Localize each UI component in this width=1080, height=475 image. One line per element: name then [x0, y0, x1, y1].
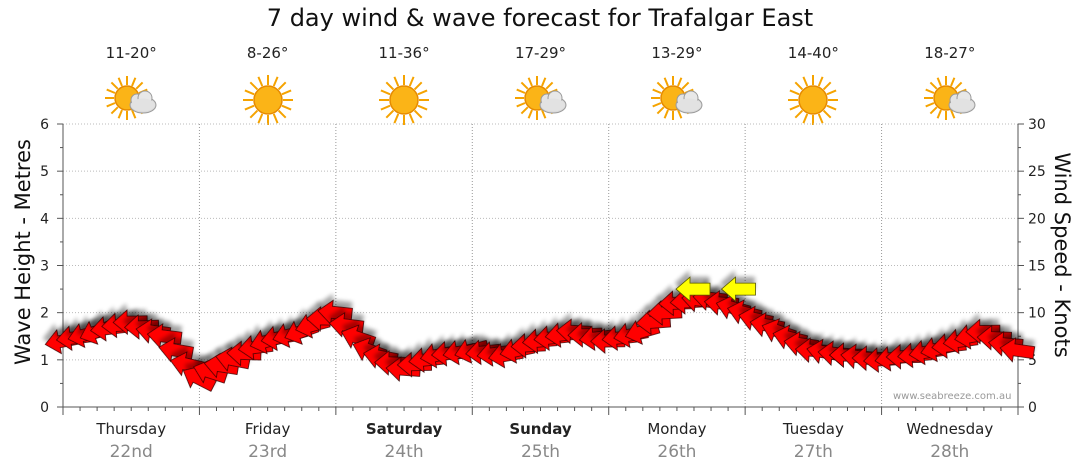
day-temperature-range: 11-36° [378, 44, 430, 62]
right-tick-label: 0 [1028, 400, 1037, 416]
left-axis-title: Wave Height - Metres [11, 139, 35, 365]
left-tick-label: 1 [40, 353, 49, 369]
right-tick-label: 10 [1028, 306, 1046, 322]
day-date: 24th [384, 442, 424, 462]
right-tick-label: 5 [1028, 353, 1037, 369]
strong-wind-arrow [675, 276, 711, 302]
day-temperature-range: 13-29° [651, 44, 703, 62]
day-temperature-range: 17-29° [514, 44, 567, 62]
day-temperature-range: 11-20° [105, 44, 157, 62]
day-date: 28th [930, 442, 970, 462]
watermark: www.seabreeze.com.au [893, 391, 1012, 402]
day-name: Tuesday [782, 420, 844, 438]
left-tick-label: 5 [40, 164, 49, 180]
sunny-icon [376, 72, 432, 128]
right-tick-label: 25 [1028, 164, 1046, 180]
left-tick-label: 0 [40, 400, 49, 416]
right-tick-label: 30 [1028, 117, 1046, 133]
left-tick-label: 4 [40, 211, 49, 227]
wind-arrow [999, 337, 1036, 363]
right-tick-label: 15 [1028, 259, 1046, 275]
right-tick-label: 20 [1028, 211, 1046, 227]
left-tick-label: 6 [40, 117, 49, 133]
day-temperature-range: 8-26° [246, 44, 289, 62]
strong-wind-arrow [720, 276, 756, 302]
left-tick-label: 2 [40, 306, 49, 322]
day-date: 27th [793, 442, 833, 462]
day-name: Sunday [509, 420, 572, 438]
partly-cloudy-icon [922, 72, 978, 128]
sunny-icon [240, 72, 296, 128]
left-tick-label: 3 [40, 259, 49, 275]
chart-axes: 0 1 2 3 4 5 6 0 5 10 15 20 25 30 [40, 117, 1046, 416]
partly-cloudy-icon [103, 72, 159, 128]
day-temperature-range: 14-40° [787, 44, 839, 62]
day-date: 22nd [109, 442, 153, 462]
day-date: 26th [657, 442, 697, 462]
day-name: Monday [647, 420, 707, 438]
day-name: Friday [244, 420, 291, 438]
day-name: Saturday [365, 420, 443, 438]
day-name: Wednesday [906, 420, 994, 438]
sunny-icon [785, 72, 841, 128]
chart-title: 7 day wind & wave forecast for Trafalgar… [266, 4, 814, 32]
wind-arrows [44, 276, 1036, 392]
day-temperature-range: 18-27° [924, 44, 976, 62]
partly-cloudy-icon [649, 72, 705, 128]
day-date: 25th [520, 442, 561, 462]
right-axis-title: Wind Speed - Knots [1050, 152, 1074, 358]
day-name: Thursday [96, 420, 167, 438]
day-date: 23rd [248, 442, 288, 462]
partly-cloudy-icon [513, 72, 569, 128]
